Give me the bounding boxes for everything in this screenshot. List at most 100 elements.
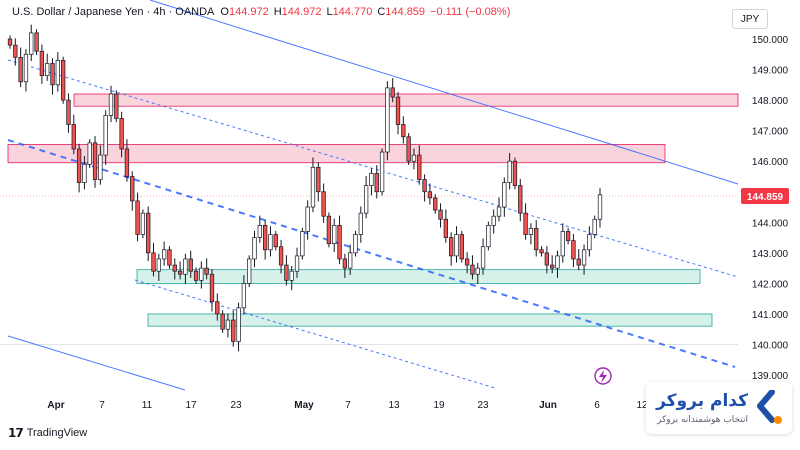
- candle-up: [581, 249, 587, 266]
- time-tick-label: 13: [388, 400, 400, 411]
- candle-down: [209, 273, 215, 303]
- time-tick-label: 11: [142, 400, 153, 411]
- candle-down: [114, 93, 119, 119]
- price-tick-label: 140.000: [752, 341, 789, 352]
- candle-up: [597, 194, 603, 220]
- high-value: 144.972: [281, 6, 322, 18]
- candle-up: [480, 246, 486, 269]
- close-label: C: [377, 6, 386, 18]
- candle-up: [247, 258, 252, 284]
- candle-down: [151, 252, 156, 272]
- candle-down: [401, 124, 406, 138]
- price-tick-label: 150.000: [752, 35, 789, 46]
- candle-up: [23, 53, 29, 83]
- candle-up: [252, 237, 257, 260]
- candle-down: [193, 270, 199, 281]
- candle-down: [550, 264, 555, 269]
- candle-down: [188, 258, 193, 272]
- candle-down: [71, 124, 76, 150]
- candle-up: [310, 166, 316, 208]
- candle-down: [124, 148, 130, 177]
- symbol-name[interactable]: U.S. Dollar / Japanese Yen · 4h · OANDA: [12, 6, 215, 18]
- candle-up: [300, 231, 305, 257]
- candle-up: [241, 283, 247, 309]
- price-tick-label: 143.000: [752, 249, 789, 260]
- candle-up: [348, 252, 353, 269]
- candle-up: [332, 225, 337, 245]
- candle-down: [50, 63, 55, 86]
- price-tick-label: 146.000: [752, 157, 789, 168]
- candle-down: [39, 50, 45, 77]
- candle-down: [262, 225, 268, 251]
- candle-up: [369, 173, 374, 186]
- candle-up: [411, 154, 417, 162]
- time-axis: Apr 7 11 17 23 May 7 13 19 23 Jun 6 12: [47, 400, 648, 411]
- candle-down: [337, 225, 342, 260]
- time-tick-label: 23: [477, 400, 489, 411]
- flash-icon[interactable]: [594, 367, 612, 385]
- candle-down: [7, 38, 13, 46]
- candle-up: [587, 234, 592, 251]
- candle-down: [544, 252, 549, 266]
- price-axis: 150.000149.000148.000147.000146.000145.0…: [740, 0, 800, 450]
- price-tick-label: 142.000: [752, 279, 789, 290]
- tradingview-brand[interactable]: 𝟭𝟳 TradingView: [8, 426, 87, 440]
- candle-down: [523, 212, 528, 235]
- candle-up: [363, 185, 369, 214]
- candle-down: [34, 32, 39, 52]
- candle-down: [427, 191, 433, 199]
- candle-down: [571, 240, 576, 260]
- candle-up: [55, 60, 60, 86]
- candle-up: [268, 234, 273, 251]
- candle-down: [433, 197, 438, 211]
- candle-down: [172, 264, 177, 272]
- candle-down: [177, 270, 183, 275]
- candle-up: [379, 151, 385, 193]
- candle-up: [491, 215, 496, 226]
- time-tick-label: 23: [230, 400, 242, 411]
- channel-lower-line: [134, 279, 496, 389]
- candle-down: [395, 96, 401, 125]
- time-tick-label: 7: [345, 400, 351, 411]
- price-tick-label: 144.000: [752, 218, 789, 229]
- candle-up: [353, 234, 358, 254]
- candle-up: [502, 182, 507, 208]
- candle-down: [167, 249, 172, 266]
- candle-down: [61, 60, 66, 101]
- candle-up: [528, 228, 534, 235]
- candle-down: [215, 301, 220, 315]
- last-price-badge: [741, 188, 789, 205]
- candle-up: [140, 212, 146, 235]
- time-tick-label: 19: [433, 400, 445, 411]
- candle-up: [236, 307, 241, 342]
- candle-down: [316, 166, 321, 193]
- tradingview-logo-icon: 𝟭𝟳: [8, 426, 24, 440]
- channel-midline: [7, 139, 736, 368]
- candle-down: [204, 267, 209, 275]
- low-label: L: [326, 6, 333, 18]
- candle-down: [576, 258, 581, 266]
- candle-down: [76, 148, 82, 183]
- currency-button[interactable]: JPY: [732, 9, 768, 29]
- candle-up: [161, 249, 167, 260]
- time-tick-label: 12: [636, 400, 648, 411]
- resistance-zone: [7, 143, 666, 164]
- support-zone: [136, 269, 701, 284]
- candle-down: [278, 246, 284, 266]
- candle-down: [438, 209, 443, 220]
- time-tick-label: Apr: [47, 400, 64, 411]
- candle-up: [496, 206, 502, 217]
- price-tick-label: 148.000: [752, 96, 789, 107]
- candle-up: [305, 206, 310, 232]
- candle-up: [183, 258, 188, 275]
- watermark-subtitle: انتخاب هوشمندانه بروکر: [657, 415, 748, 425]
- candle-down: [342, 258, 348, 269]
- candle-up: [103, 115, 108, 156]
- price-axis-bg: [740, 0, 800, 450]
- candle-down: [18, 56, 23, 83]
- last-price-label: 144.859: [747, 192, 784, 203]
- candle-down: [119, 118, 124, 150]
- candle-up: [555, 255, 560, 269]
- candles-layer: [7, 24, 603, 352]
